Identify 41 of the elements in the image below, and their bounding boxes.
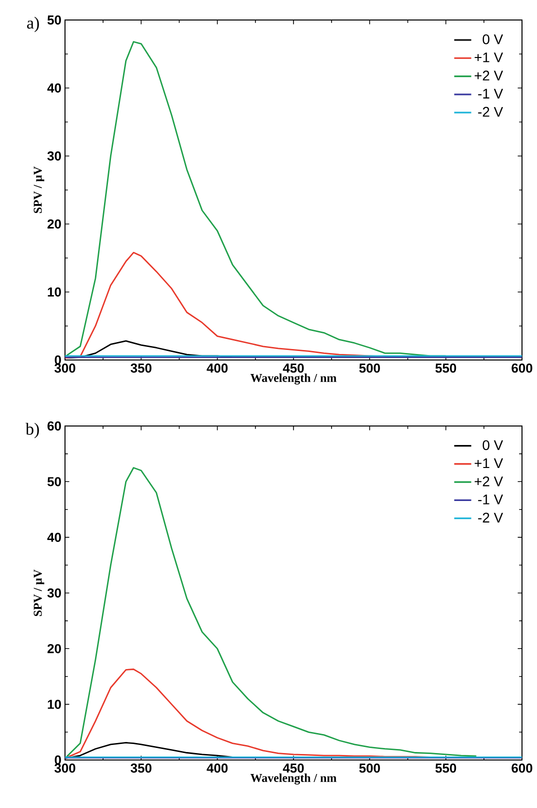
x-axis-title: Wavelength / nm [250,374,336,384]
y-tick-label: 20 [48,219,61,229]
x-tick-label: 550 [435,764,456,773]
legend-label: +1 V [474,458,504,468]
x-tick-label: 350 [130,764,152,773]
x-axis-title: Wavelength / nm [250,774,336,784]
y-tick-label: 60 [48,421,61,431]
legend-label: +2 V [474,70,504,80]
x-tick-label: 500 [359,364,380,373]
y-tick-label: 50 [47,477,61,486]
legend-label: 0 V [482,440,504,450]
y-tick-label: 40 [47,83,61,93]
x-tick-label: 450 [282,364,304,373]
legend-label: -1 V [478,494,504,504]
x-tick-label: 500 [359,764,380,773]
legend-label: +1 V [474,52,504,62]
x-tick-label: 450 [282,764,304,773]
text: a) [27,16,39,32]
x-tick-label: 400 [206,764,228,773]
text: b) [26,422,39,438]
y-axis-title: SPV / µV [34,569,44,616]
y-tick-label: 30 [47,588,61,598]
legend-label: -1 V [478,88,504,98]
y-tick-label: 10 [48,700,61,709]
x-tick-label: 600 [512,764,532,773]
x-tick-label: 300 [54,364,76,373]
y-tick-label: 40 [47,532,61,542]
legend-label: +2 V [474,476,504,486]
x-tick-label: 350 [130,364,152,373]
legend-label: -2 V [478,106,504,117]
legend-label: -2 V [478,512,504,522]
x-tick-label: 300 [54,764,76,773]
x-tick-label: 600 [512,364,532,373]
legend-label: 0 V [482,34,504,44]
y-axis-title: SPV / µV [34,166,44,214]
y-tick-label: 10 [48,287,61,297]
y-tick-label: 30 [47,151,61,161]
y-tick-label: 20 [48,644,61,654]
y-tick-label: 50 [47,15,61,25]
x-tick-label: 400 [206,364,228,373]
x-tick-label: 550 [435,364,456,373]
